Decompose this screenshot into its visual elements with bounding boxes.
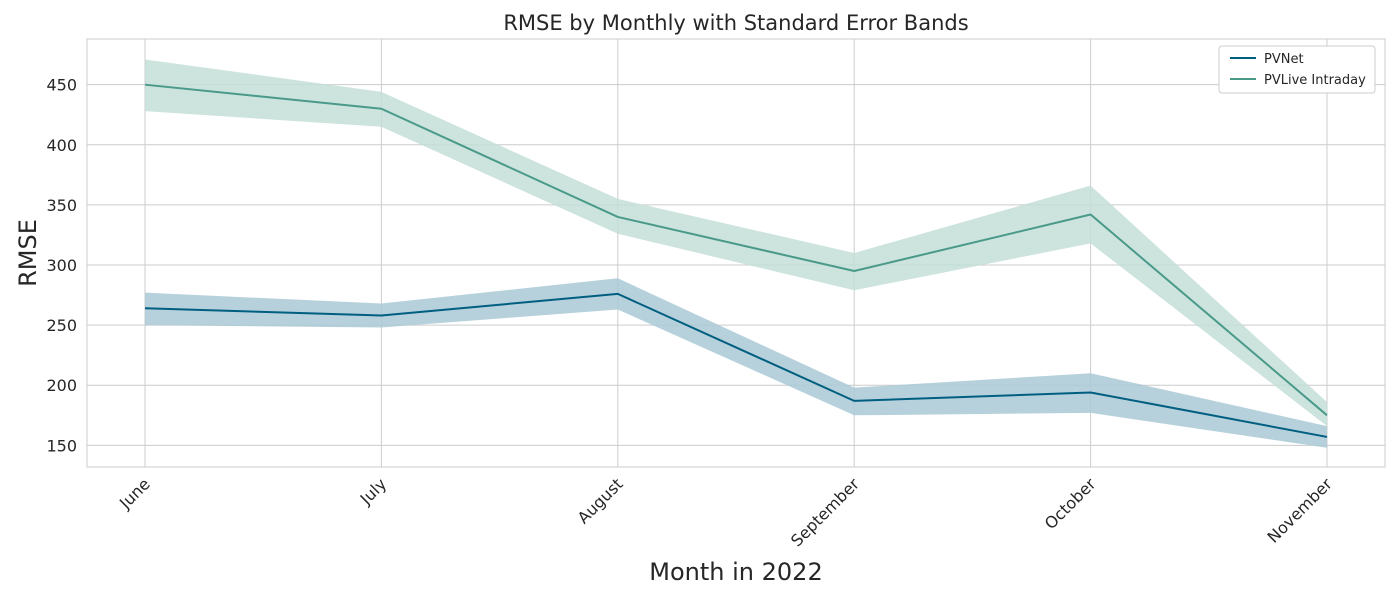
series-lines	[144, 83, 1328, 438]
y-tick-labels: 150 200 250 300 350 400 450	[46, 76, 77, 456]
error-band-pvnet	[145, 278, 1327, 448]
x-tick-label: September	[787, 474, 863, 550]
x-tick-labels: June July August September October November	[115, 474, 1336, 550]
legend: PVNet PVLive Intraday	[1218, 45, 1376, 94]
x-axis-label: Month in 2022	[649, 558, 822, 586]
y-tick-label: 200	[46, 376, 77, 395]
plot-frame	[86, 38, 1386, 468]
y-tick-label: 450	[46, 76, 77, 95]
x-tick-label: July	[356, 474, 390, 508]
y-tick-label: 250	[46, 316, 77, 335]
legend-box	[1218, 45, 1376, 94]
y-tick-label: 400	[46, 136, 77, 155]
legend-label-pvlive: PVLive Intraday	[1264, 73, 1366, 88]
y-tick-label: 150	[46, 436, 77, 455]
y-axis-label: RMSE	[14, 219, 42, 287]
x-tick-label: October	[1041, 474, 1100, 533]
x-tick-label: August	[574, 474, 627, 527]
series-line-pvnet	[144, 292, 1328, 438]
error-band-pvlive-intraday	[145, 59, 1327, 427]
y-tick-label: 300	[46, 256, 77, 275]
chart-title: RMSE by Monthly with Standard Error Band…	[503, 11, 968, 35]
x-tick-label: June	[115, 474, 154, 513]
legend-label-pvnet: PVNet	[1264, 52, 1304, 67]
x-tick-label: November	[1264, 474, 1337, 547]
y-tick-label: 350	[46, 196, 77, 215]
error-bands	[145, 59, 1327, 448]
series-line-pvlive-intraday	[144, 83, 1328, 417]
